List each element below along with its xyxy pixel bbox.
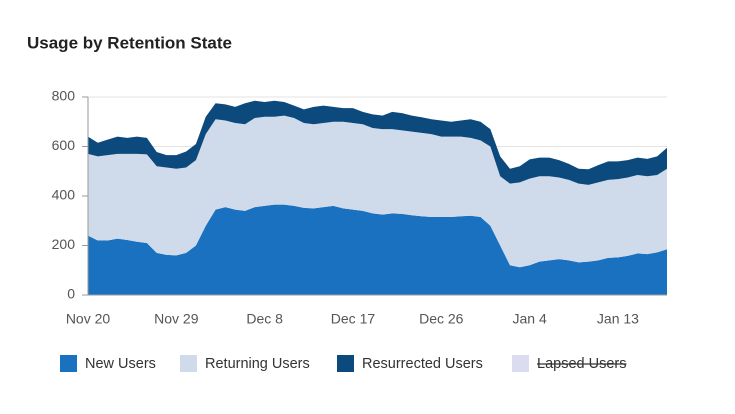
x-tick-label: Nov 29	[154, 311, 199, 327]
y-tick-label: 400	[52, 187, 76, 203]
chart-title: Usage by Retention State	[27, 33, 232, 52]
legend-label: Returning Users	[205, 356, 310, 372]
x-tick-label: Dec 8	[246, 311, 283, 327]
legend-label: New Users	[85, 356, 156, 372]
x-tick-label: Dec 17	[331, 311, 376, 327]
area	[88, 204, 667, 295]
x-tick-label: Dec 26	[419, 311, 464, 327]
legend-swatch	[60, 355, 77, 372]
x-tick-label: Nov 20	[66, 311, 111, 327]
area	[88, 100, 667, 185]
legend-label: Resurrected Users	[362, 356, 483, 372]
legend-swatch	[337, 355, 354, 372]
area	[88, 115, 667, 268]
y-tick-label: 0	[67, 286, 75, 302]
y-tick-label: 600	[52, 137, 76, 153]
x-tick-label: Jan 13	[597, 311, 639, 327]
legend-swatch	[180, 355, 197, 372]
y-tick-label: 200	[52, 236, 76, 252]
x-tick-label: Jan 4	[512, 311, 546, 327]
legend-swatch	[512, 355, 529, 372]
y-tick-label: 800	[52, 88, 76, 104]
